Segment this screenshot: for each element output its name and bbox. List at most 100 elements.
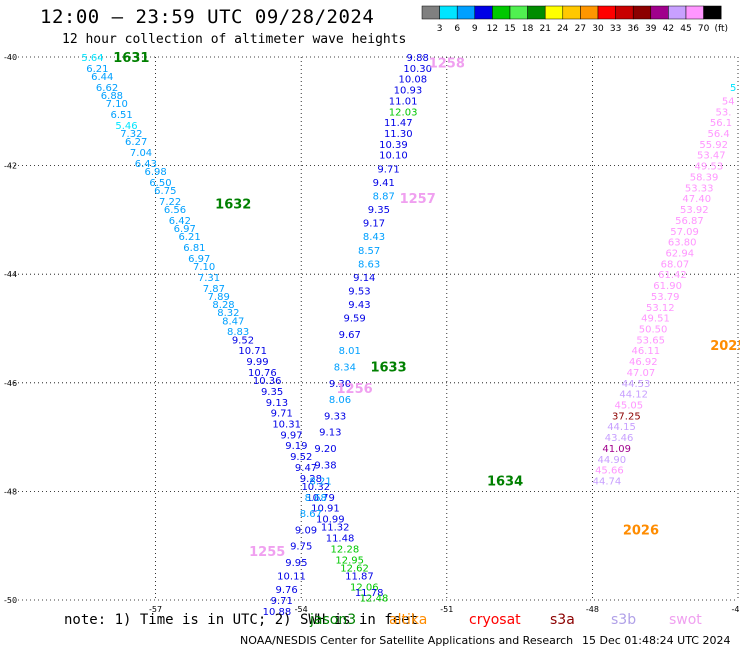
colorbar-tick-label: 6 [454,24,460,34]
pass-number-label: 1258 [429,56,465,71]
y-tick-label: -42 [4,162,17,171]
wave-height-value: 49.51 [641,314,670,325]
wave-height-value: 6.88 [101,91,123,102]
wave-height-value: 10.79 [306,493,335,504]
wave-height-value: 53.65 [636,335,665,346]
wave-height-value: 7.10 [193,262,215,273]
colorbar-tick-label: 33 [610,24,621,34]
wave-height-value: 58.39 [690,172,719,183]
wave-height-value: 10.91 [311,504,340,515]
wave-height-value: 9.67 [339,330,361,341]
wave-height-value: 9.17 [363,219,385,230]
wave-height-value: 9.97 [280,430,302,441]
wave-height-value: 9.76 [276,585,298,596]
wave-height-value: 8.34 [334,363,356,374]
colorbar-tick-label: 12 [487,24,498,34]
wave-height-value: 9.13 [266,398,288,409]
satellite-legend-cryosat: cryosat [469,612,521,628]
pass-number-label: 1633 [370,361,406,376]
chart-title: 12:00 – 23:59 UTC 09/28/2024 [40,6,375,28]
y-tick-label: -46 [4,379,17,388]
wave-height-value: 9.43 [348,300,370,311]
chart-subtitle: 12 hour collection of altimeter wave hei… [62,32,407,47]
wave-height-value: 7.87 [203,284,225,295]
wave-height-value: 37.25 [612,411,641,422]
wave-height-value: 10.99 [316,515,345,526]
pass-number-label: 1634 [487,475,523,490]
wave-height-value: 10.39 [379,140,408,151]
wave-height-value: 11.32 [321,523,350,534]
wave-height-value: 47.07 [627,368,656,379]
wave-height-value: 8.28 [212,300,234,311]
satellite-legend-jason3: jason3 [310,612,357,628]
wave-height-value: 12.48 [360,593,389,604]
wave-height-value: 10.88 [263,607,292,618]
wave-height-value: 9.95 [285,558,307,569]
x-tick-label: -45 [731,605,740,614]
satellite-legend-swot: swot [669,612,702,628]
wave-height-value: 5.46 [115,121,137,132]
wave-height-value: 12.62 [340,563,369,574]
wave-height-value: 10.32 [301,482,330,493]
colorbar-swatch [703,5,722,20]
wave-height-value: 8.67 [300,509,322,520]
wave-height-value: 9.99 [246,357,268,368]
satellite-legend-s3a: s3a [550,612,575,628]
wave-track: 5.646.216.446.626.887.106.515.467.326.27… [81,53,388,604]
wave-height-value: 54 [722,96,735,107]
wave-height-value: 11.01 [389,96,418,107]
wave-height-value: 53.33 [685,183,714,194]
wave-height-value: 6.21 [86,64,108,75]
wave-height-value: 9.35 [368,205,390,216]
wave-height-value: 10.36 [253,376,282,387]
x-tick-label: -57 [149,605,162,614]
wave-height-value: 6.56 [164,205,186,216]
colorbar-tick-label: 45 [680,24,691,34]
wave-height-value: 68.07 [661,259,690,270]
wave-height-value: 7.89 [208,292,230,303]
x-tick-label: -48 [586,605,599,614]
wave-height-value: 10.31 [272,420,301,431]
satellite-legend-s3b: s3b [611,612,637,628]
pass-number-label: 2025 [710,339,740,354]
color-scale-legend: 3 6 9 12 15 18 21 24 27 30 33 36 39 42 45 70 (ft) [421,5,728,34]
wave-height-value: 6.81 [183,243,205,254]
colorbar-tick-label: 30 [592,24,604,34]
colorbar-tick-label: 24 [557,24,569,34]
wave-height-value: 9.53 [348,286,370,297]
wave-height-value: 56.4 [707,129,729,140]
colorbar-tick-label: 21 [539,24,550,34]
satellite-legend-altika: altika [389,612,428,628]
wave-height-value: 11.78 [355,588,384,599]
y-tick-label: -44 [4,270,17,279]
wave-height-value: 6.62 [96,83,118,94]
wave-height-value: 10.71 [238,346,267,357]
wave-height-value: 6.75 [154,186,176,197]
wave-height-value: 9.52 [290,452,312,463]
colorbar-tick-label: 27 [575,24,586,34]
wave-height-value: 9.88 [407,53,429,64]
pass-number-label: 1632 [215,198,251,213]
wave-height-value: 43.46 [605,433,634,444]
wave-height-value: 9.14 [353,273,375,284]
pass-number-label: 2026 [623,523,659,538]
wave-height-value: 9.47 [295,463,317,474]
wave-height-value: 9.33 [324,411,346,422]
wave-height-value: 9.71 [271,596,293,607]
footer-timestamp: 15 Dec 01:48:24 UTC 2024 [582,634,731,647]
y-tick-label: -50 [4,596,17,605]
grid-lines [10,56,739,601]
wave-height-value: 8.21 [309,477,331,488]
wave-height-value: 11.47 [384,118,413,129]
pass-number-label: 1257 [400,192,436,207]
colorbar-tick-label: 36 [627,24,639,34]
wave-height-value: 9.52 [232,335,254,346]
wave-height-value: 9.30 [329,379,351,390]
wave-height-value: 9.71 [377,164,399,175]
x-tick-label: -51 [440,605,453,614]
x-tick-label: -54 [295,605,308,614]
wave-height-value: 6.42 [169,216,191,227]
wave-height-value: 8.47 [222,316,244,327]
wave-height-value: 6.97 [188,254,210,265]
